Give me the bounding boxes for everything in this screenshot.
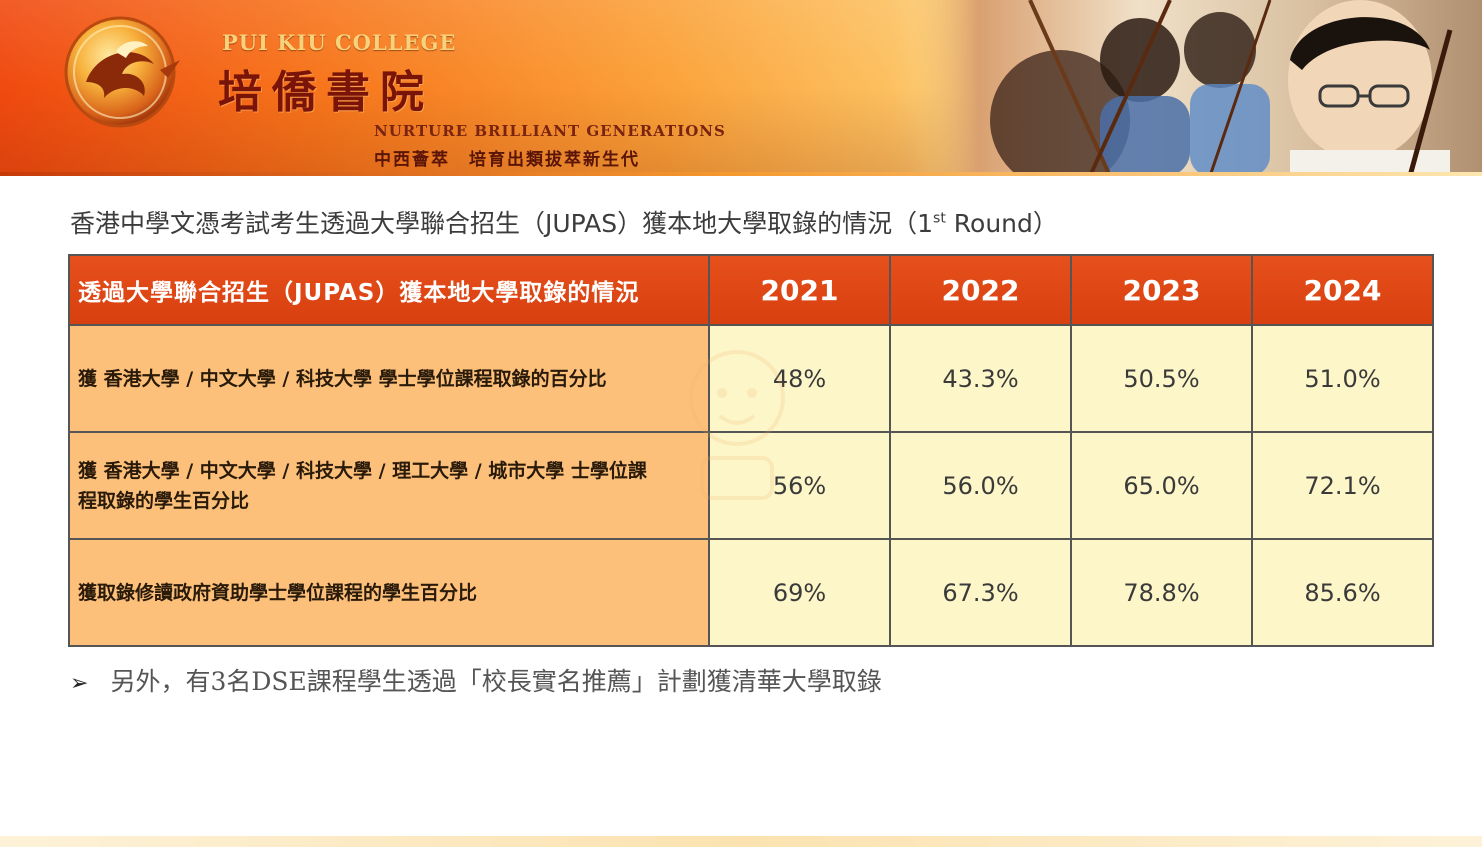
heading-superscript: st	[933, 210, 946, 227]
table-header-row: 透過大學聯合招生（JUPAS）獲本地大學取錄的情況 2021 2022 2023…	[68, 254, 1434, 326]
header-label: 透過大學聯合招生（JUPAS）獲本地大學取錄的情況	[68, 254, 710, 326]
admission-table: 透過大學聯合招生（JUPAS）獲本地大學取錄的情況 2021 2022 2023…	[68, 254, 1434, 647]
table-cell: 85.6%	[1251, 538, 1434, 647]
motto-zh: 中西薈萃 培育出類拔萃新生代	[374, 150, 640, 170]
bottom-strip	[0, 836, 1482, 847]
table-row: 獲取錄修讀政府資助學士學位課程的學生百分比 69% 67.3% 78.8% 85…	[68, 538, 1434, 647]
row-label: 獲 香港大學 / 中文大學 / 科技大學 學士學位課程取錄的百分比	[68, 324, 710, 433]
footnote-text: 另外，有3名DSE課程學生透過「校長實名推薦」計劃獲清華大學取錄	[110, 667, 882, 696]
table-cell: 50.5%	[1070, 324, 1253, 433]
school-logo-icon	[64, 16, 180, 128]
table-cell: 72.1%	[1251, 431, 1434, 540]
header-banner: PUI KIU COLLEGE 培僑書院 NURTURE BRILLIANT G…	[0, 0, 1482, 176]
table-cell: 67.3%	[889, 538, 1072, 647]
header-year-2022: 2022	[889, 254, 1072, 326]
header-year-2021: 2021	[708, 254, 891, 326]
page-heading: 香港中學文憑考試考生透過大學聯合招生（JUPAS）獲本地大學取錄的情況（1st …	[70, 204, 1058, 240]
header-year-2024: 2024	[1251, 254, 1434, 326]
table-cell: 78.8%	[1070, 538, 1253, 647]
motto-en: NURTURE BRILLIANT GENERATIONS	[374, 122, 726, 140]
watermark-icon	[689, 350, 785, 500]
students-photo	[910, 0, 1482, 176]
table-cell: 43.3%	[889, 324, 1072, 433]
table-cell: 69%	[708, 538, 891, 647]
table-cell: 65.0%	[1070, 431, 1253, 540]
table-cell: 56.0%	[889, 431, 1072, 540]
table-row: 獲 香港大學 / 中文大學 / 科技大學 學士學位課程取錄的百分比 48% 43…	[68, 324, 1434, 433]
heading-suffix: Round）	[945, 209, 1058, 238]
banner-divider	[0, 172, 1482, 176]
table-cell: 48%	[708, 324, 891, 433]
arrow-bullet-icon: ➢	[70, 671, 89, 696]
header-year-2023: 2023	[1070, 254, 1253, 326]
table-cell: 56%	[708, 431, 891, 540]
row-label: 獲取錄修讀政府資助學士學位課程的學生百分比	[68, 538, 710, 647]
college-name-zh: 培僑書院	[218, 67, 434, 118]
footnote: ➢ 另外，有3名DSE課程學生透過「校長實名推薦」計劃獲清華大學取錄	[70, 662, 882, 698]
table-cell: 51.0%	[1251, 324, 1434, 433]
table-row: 獲 香港大學 / 中文大學 / 科技大學 / 理工大學 / 城市大學 士學位課程…	[68, 431, 1434, 540]
row-label: 獲 香港大學 / 中文大學 / 科技大學 / 理工大學 / 城市大學 士學位課程…	[68, 431, 710, 540]
college-name-en: PUI KIU COLLEGE	[222, 30, 457, 55]
heading-text: 香港中學文憑考試考生透過大學聯合招生（JUPAS）獲本地大學取錄的情況（1	[70, 209, 934, 238]
